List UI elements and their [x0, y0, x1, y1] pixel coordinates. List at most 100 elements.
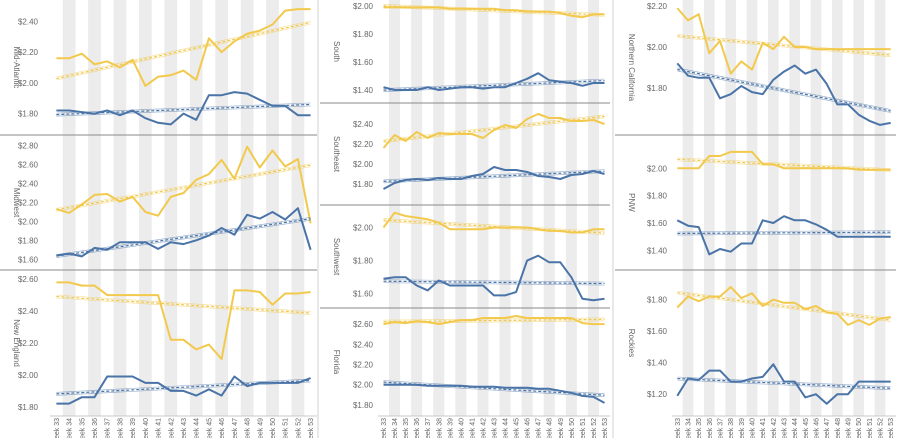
trend-band-upper — [383, 279, 605, 283]
x-tick-label: Week 45 — [206, 418, 213, 438]
x-tick-label: Week 49 — [846, 418, 853, 438]
trend-line — [677, 231, 891, 235]
x-tick-label: Week 36 — [92, 418, 99, 438]
trend-band-lower — [383, 282, 605, 286]
y-tick-label: $1.80 — [18, 236, 39, 245]
x-tick-label: Week 48 — [835, 418, 842, 438]
x-axis-col-2: Week 33 Week 34 Week 35 Week 36 Week 37 Week … — [378, 415, 610, 438]
trend-line — [677, 68, 891, 112]
trend-band-upper — [677, 157, 891, 169]
week-band — [433, 0, 445, 416]
x-tick-label: Week 38 — [117, 418, 124, 438]
trend-band-lower — [677, 70, 891, 113]
week-bands-col-3 — [682, 0, 886, 416]
x-tick-label: Week 38 — [728, 418, 735, 438]
x-tick-label: Week 50 — [569, 418, 576, 438]
week-band — [832, 0, 843, 416]
price-line-gold — [56, 8, 311, 87]
x-tick-label: Week 45 — [514, 418, 521, 438]
x-tick-label: Week 47 — [536, 418, 543, 438]
week-band — [477, 0, 489, 416]
x-tick-label: Week 40 — [458, 418, 465, 438]
y-tick-label: $2.20 — [18, 48, 39, 57]
region-label: New England — [12, 319, 21, 367]
week-band — [746, 0, 758, 416]
x-tick-label: Week 43 — [492, 418, 499, 438]
y-tick-label: $1.80 — [353, 30, 374, 39]
x-tick-label: Week 46 — [219, 418, 226, 438]
trend-band-upper — [383, 218, 605, 232]
x-tick-label: Week 33 — [381, 418, 388, 438]
week-band — [810, 0, 822, 416]
x-tick-label: Week 37 — [425, 418, 432, 438]
price-line-blue — [383, 72, 605, 91]
y-tick-label: $2.20 — [647, 2, 668, 11]
trend-band-lower — [56, 105, 311, 117]
y-tick-label: $1.40 — [353, 86, 374, 95]
y-tick-label: $1.80 — [353, 401, 374, 410]
week-band — [164, 0, 178, 416]
x-tick-label: Week 51 — [867, 418, 874, 438]
week-band — [455, 0, 467, 416]
trend-line — [383, 280, 605, 285]
x-tick-label: Week 42 — [480, 418, 487, 438]
y-tick-label: $1.60 — [18, 255, 39, 264]
y-tick-label: $2.80 — [18, 142, 39, 151]
price-line-blue — [383, 383, 605, 404]
panel-rockies: Rockies $1.20 $1.40 $1.60 $1.80 — [627, 286, 891, 405]
price-line-gold — [383, 315, 605, 326]
x-tick-label: Week 33 — [54, 418, 61, 438]
x-tick-label: Week 44 — [503, 418, 510, 438]
x-axis-col-3: Week 33 Week 34 Week 35 Week 36 Week 37 Week … — [672, 415, 896, 438]
x-tick-label: Week 40 — [750, 418, 757, 438]
y-tick-label: $1.80 — [353, 180, 374, 189]
price-line-blue — [676, 363, 891, 405]
x-tick-label: Week 43 — [782, 418, 789, 438]
y-tick-label: $2.00 — [353, 381, 374, 390]
x-tick-label: Week 50 — [856, 418, 863, 438]
y-tick-label: $1.60 — [647, 219, 668, 228]
panel-florida: Florida $1.80 $2.00 $2.20 $2.40 $2.60 — [332, 315, 605, 410]
trend-band-lower — [56, 297, 311, 315]
trend-band-lower — [56, 381, 311, 396]
week-band — [587, 0, 599, 416]
x-tick-label: Week 35 — [79, 418, 86, 438]
x-tick-label: Week 46 — [814, 418, 821, 438]
y-tick-label: $2.00 — [353, 224, 374, 233]
panel-midwest: Midwest $1.60 $1.80 $2.00 $2.20 $2.40 $2.60 $2.… — [0, 142, 317, 271]
x-tick-label: Week 33 — [675, 418, 682, 438]
price-line-blue — [383, 254, 605, 302]
x-tick-label: Week 34 — [67, 418, 74, 438]
y-tick-label: $1.40 — [647, 246, 668, 255]
week-band — [874, 0, 886, 416]
panel-northern-california: Northern California $1.80 $2.00 $2.20 — [615, 2, 896, 136]
price-line-gold — [676, 286, 891, 326]
trend-band-lower — [677, 37, 891, 57]
x-tick-label: Week 46 — [525, 418, 532, 438]
y-tick-label: $2.60 — [353, 320, 374, 329]
y-tick-label: $1.40 — [647, 359, 668, 368]
x-tick-label: Week 42 — [168, 418, 175, 438]
y-tick-label: $2.20 — [18, 339, 39, 348]
panel-southeast: Southeast $1.80 $2.00 $2.20 $2.40 — [320, 113, 610, 206]
region-label: Rockies — [627, 329, 636, 357]
y-tick-label: $2.40 — [353, 340, 374, 349]
panel-south: South $1.40 $1.60 $1.80 $2.00 — [320, 2, 610, 104]
y-tick-label: $1.80 — [18, 110, 39, 119]
price-line-gold — [382, 113, 605, 149]
y-tick-label: $2.00 — [18, 79, 39, 88]
y-tick-label: $1.80 — [18, 403, 39, 412]
trend-line — [56, 295, 311, 314]
trend-band-upper — [56, 20, 311, 78]
x-tick-label: Week 41 — [156, 418, 163, 438]
trend-band-upper — [56, 294, 311, 312]
y-tick-label: $2.40 — [18, 307, 39, 316]
x-tick-label: Week 52 — [295, 418, 302, 438]
region-label: PNW — [627, 193, 636, 212]
x-tick-label: Week 47 — [232, 418, 239, 438]
y-tick-label: $2.00 — [353, 160, 374, 169]
week-band — [215, 0, 228, 416]
week-band — [853, 0, 864, 416]
trend-band-lower — [56, 219, 311, 258]
x-tick-label: Week 40 — [143, 418, 150, 438]
